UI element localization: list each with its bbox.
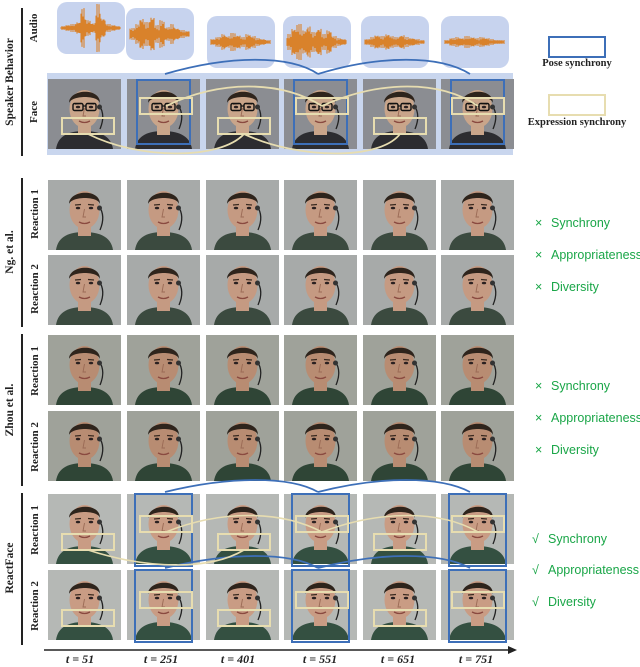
time-label-5: t = 651 xyxy=(380,652,416,666)
method2-reaction2-frame-5 xyxy=(363,411,436,483)
method2-metric-appropriateness: × Appropriateness xyxy=(535,411,640,425)
method1-bracket xyxy=(21,178,23,327)
method3-reaction1-frame-1 xyxy=(48,494,121,566)
speaker-face-frame-3 xyxy=(206,79,279,149)
method3-reaction2-frame-3 xyxy=(206,570,279,642)
method1-reaction2-frame-5 xyxy=(363,255,436,327)
pose-legend-swatch xyxy=(548,36,606,58)
expression-legend-swatch xyxy=(548,94,606,116)
method3-reaction2-frame-6 xyxy=(441,570,514,642)
time-label-1: t = 51 xyxy=(65,652,95,666)
method1-reaction1-frame-5 xyxy=(363,180,436,252)
method1-metric-appropriateness: × Appropriateness xyxy=(535,248,640,262)
method2-reaction2-frame-4 xyxy=(284,411,357,483)
method3-reaction1-frame-2 xyxy=(127,494,200,566)
audio-row-label: Audio xyxy=(28,13,40,43)
method2-reaction1-label: Reaction 1 xyxy=(29,346,41,396)
speaker-face-frame-5 xyxy=(363,79,436,149)
method2-reaction2-frame-1 xyxy=(48,411,121,483)
method1-reaction1-frame-6 xyxy=(441,180,514,252)
time-label-6: t = 751 xyxy=(458,652,494,666)
method2-label: Zhou et al. xyxy=(4,383,16,437)
method3-label: ReactFace xyxy=(4,542,16,594)
method1-metric-synchrony: × Synchrony xyxy=(535,216,611,230)
method3-reaction1-frame-4 xyxy=(284,494,357,566)
method1-reaction1-frame-4 xyxy=(284,180,357,252)
audio-waveform-3 xyxy=(207,16,275,68)
method3-reaction1-frame-3 xyxy=(206,494,279,566)
method2-reaction1-frame-5 xyxy=(363,335,436,407)
method3-reaction2-label: Reaction 2 xyxy=(29,581,41,631)
method3-reaction2-frame-4 xyxy=(284,570,357,642)
expression-legend-label: Expression synchrony xyxy=(527,117,627,128)
method3-metric-synchrony: √ Synchrony xyxy=(532,532,608,546)
audio-waveform-1 xyxy=(57,2,125,54)
method2-reaction2-frame-2 xyxy=(127,411,200,483)
method1-reaction2-frame-1 xyxy=(48,255,121,327)
method3-reaction2-frame-5 xyxy=(363,570,436,642)
method3-reaction1-label: Reaction 1 xyxy=(29,505,41,555)
time-label-2: t = 251 xyxy=(143,652,179,666)
method2-reaction2-frame-6 xyxy=(441,411,514,483)
method1-reaction2-label: Reaction 2 xyxy=(29,264,41,314)
method1-label: Ng. et al. xyxy=(4,230,16,274)
audio-waveform-6 xyxy=(441,16,509,68)
speaker-behavior-label: Speaker Behavior xyxy=(4,38,16,126)
method1-reaction2-frame-6 xyxy=(441,255,514,327)
method3-reaction1-frame-6 xyxy=(441,494,514,566)
method1-reaction1-label: Reaction 1 xyxy=(29,189,41,239)
method2-metric-synchrony: × Synchrony xyxy=(535,379,611,393)
speaker-face-frame-6 xyxy=(441,79,514,149)
method2-reaction1-frame-1 xyxy=(48,335,121,407)
method2-reaction2-label: Reaction 2 xyxy=(29,422,41,472)
method1-metric-diversity: × Diversity xyxy=(535,280,599,294)
method1-reaction2-frame-4 xyxy=(284,255,357,327)
method1-reaction2-frame-3 xyxy=(206,255,279,327)
speaker-face-frame-4 xyxy=(284,79,357,149)
time-label-4: t = 551 xyxy=(302,652,338,666)
method3-reaction1-frame-5 xyxy=(363,494,436,566)
method1-reaction1-frame-3 xyxy=(206,180,279,252)
method1-reaction1-frame-2 xyxy=(127,180,200,252)
face-row-label: Face xyxy=(28,101,40,123)
method2-bracket xyxy=(21,334,23,486)
method2-reaction2-frame-3 xyxy=(206,411,279,483)
method1-reaction1-frame-1 xyxy=(48,180,121,252)
speaker-face-frame-2 xyxy=(127,79,200,149)
method2-metric-diversity: × Diversity xyxy=(535,443,599,457)
audio-waveform-5 xyxy=(361,16,429,68)
method2-reaction1-frame-4 xyxy=(284,335,357,407)
method2-reaction1-frame-3 xyxy=(206,335,279,407)
audio-waveform-2 xyxy=(126,8,194,60)
method1-reaction2-frame-2 xyxy=(127,255,200,327)
speaker-bracket xyxy=(21,8,23,156)
pose-legend-label: Pose synchrony xyxy=(542,58,612,69)
method3-reaction2-frame-1 xyxy=(48,570,121,642)
method3-metric-appropriateness: √ Appropriateness xyxy=(532,563,640,577)
method3-reaction2-frame-2 xyxy=(127,570,200,642)
speaker-face-frame-1 xyxy=(48,79,121,149)
method2-reaction1-frame-6 xyxy=(441,335,514,407)
time-label-3: t = 401 xyxy=(220,652,256,666)
method3-metric-diversity: √ Diversity xyxy=(532,595,596,609)
audio-waveform-4 xyxy=(283,16,351,68)
method3-bracket xyxy=(21,493,23,645)
method2-reaction1-frame-2 xyxy=(127,335,200,407)
